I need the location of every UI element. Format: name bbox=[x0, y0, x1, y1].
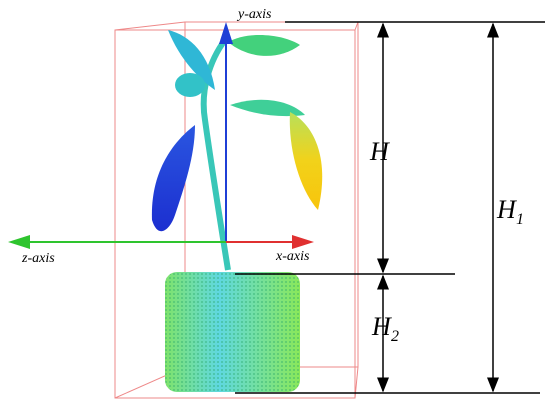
leaf-center bbox=[175, 73, 205, 97]
z-axis-label: z-axis bbox=[21, 251, 55, 266]
h2-subscript: 2 bbox=[391, 328, 399, 345]
y-axis-label: y-axis bbox=[236, 7, 272, 22]
h-label: H bbox=[369, 137, 390, 166]
z-axis-head bbox=[8, 235, 30, 249]
leaf-top-left bbox=[168, 30, 215, 90]
axes: y-axis z-axis x-axis bbox=[8, 7, 314, 266]
leaf-mid-right bbox=[230, 99, 305, 117]
h1-label: H bbox=[496, 195, 517, 224]
h1-subscript: 1 bbox=[516, 211, 524, 228]
x-axis-label: x-axis bbox=[275, 249, 310, 264]
leaf-blue bbox=[151, 125, 195, 232]
leaf-top-right bbox=[228, 34, 300, 56]
h2-label: H bbox=[371, 312, 392, 341]
x-axis-head bbox=[292, 235, 314, 249]
y-axis-head bbox=[219, 22, 233, 44]
plant-point-cloud bbox=[151, 30, 323, 392]
dimensions bbox=[235, 21, 545, 394]
stem bbox=[200, 38, 231, 271]
pot-dots bbox=[165, 272, 300, 392]
leaf-yellow bbox=[289, 112, 323, 210]
